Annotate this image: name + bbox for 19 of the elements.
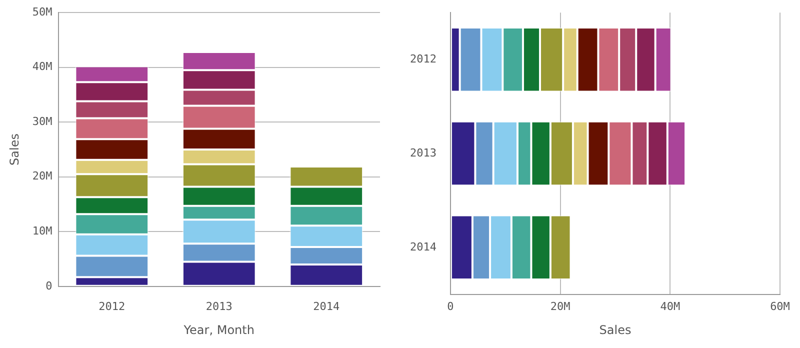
x-axis-title: Year, Month <box>182 322 254 337</box>
x-tick-label: 0 <box>447 300 454 313</box>
y-tick-label: 10M <box>32 224 53 238</box>
x-axis-title: Sales <box>599 322 632 337</box>
x-tick-label: 2012 <box>98 300 126 313</box>
y-tick-label: 2013 <box>410 146 436 160</box>
y-tick-label: 2014 <box>410 240 437 254</box>
y-tick-label: 2012 <box>410 52 436 66</box>
x-tick-label: 20M <box>550 300 571 313</box>
x-tick-label: 2014 <box>313 300 340 313</box>
y-tick-label: 20M <box>32 170 53 183</box>
y-tick-label: 50M <box>32 5 53 18</box>
y-tick-label: 0 <box>46 279 52 292</box>
x-tick-label: 60M <box>770 300 790 313</box>
x-tick-label: 2013 <box>206 300 232 313</box>
x-tick-label: 40M <box>660 300 680 313</box>
y-tick-label: 40M <box>32 60 53 74</box>
y-axis-title: Sales <box>7 134 22 166</box>
y-tick-label: 30M <box>32 114 53 128</box>
